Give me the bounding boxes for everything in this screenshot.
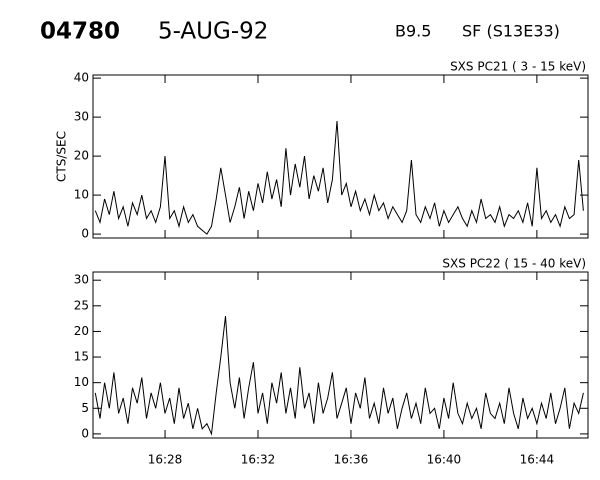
y-tick-label: 0 [81, 426, 89, 440]
x-tick-label: 16:44 [520, 453, 555, 467]
x-tick-label: 16:36 [334, 453, 369, 467]
y-tick-label: 30 [74, 273, 89, 287]
plot-frame [92, 271, 589, 439]
event-id: 04780 [40, 19, 120, 45]
y-tick-label: 10 [74, 188, 89, 202]
x-tick-label: 16:32 [241, 453, 276, 467]
data-line [94, 316, 584, 436]
flare-class: SF (S13E33) [462, 22, 560, 41]
y-tick-label: 30 [74, 110, 89, 124]
panel-title: SXS PC21 ( 3 - 15 keV) [450, 60, 586, 74]
x-tick-label: 16:40 [427, 453, 462, 467]
panel-title: SXS PC22 ( 15 - 40 keV) [442, 257, 586, 271]
event-date: 5-AUG-92 [158, 19, 268, 45]
goes-class: B9.5 [395, 22, 431, 41]
data-line [94, 120, 584, 235]
y-axis-label: CTS/SEC [55, 131, 69, 182]
y-tick-label: 15 [74, 350, 89, 364]
y-tick-label: 25 [74, 298, 89, 312]
y-tick-label: 20 [74, 324, 89, 338]
x-tick-label: 16:28 [148, 453, 183, 467]
y-tick-label: 5 [81, 401, 89, 415]
y-tick-label: 0 [81, 227, 89, 241]
y-tick-label: 40 [74, 71, 89, 85]
y-tick-label: 10 [74, 375, 89, 389]
y-tick-label: 20 [74, 149, 89, 163]
